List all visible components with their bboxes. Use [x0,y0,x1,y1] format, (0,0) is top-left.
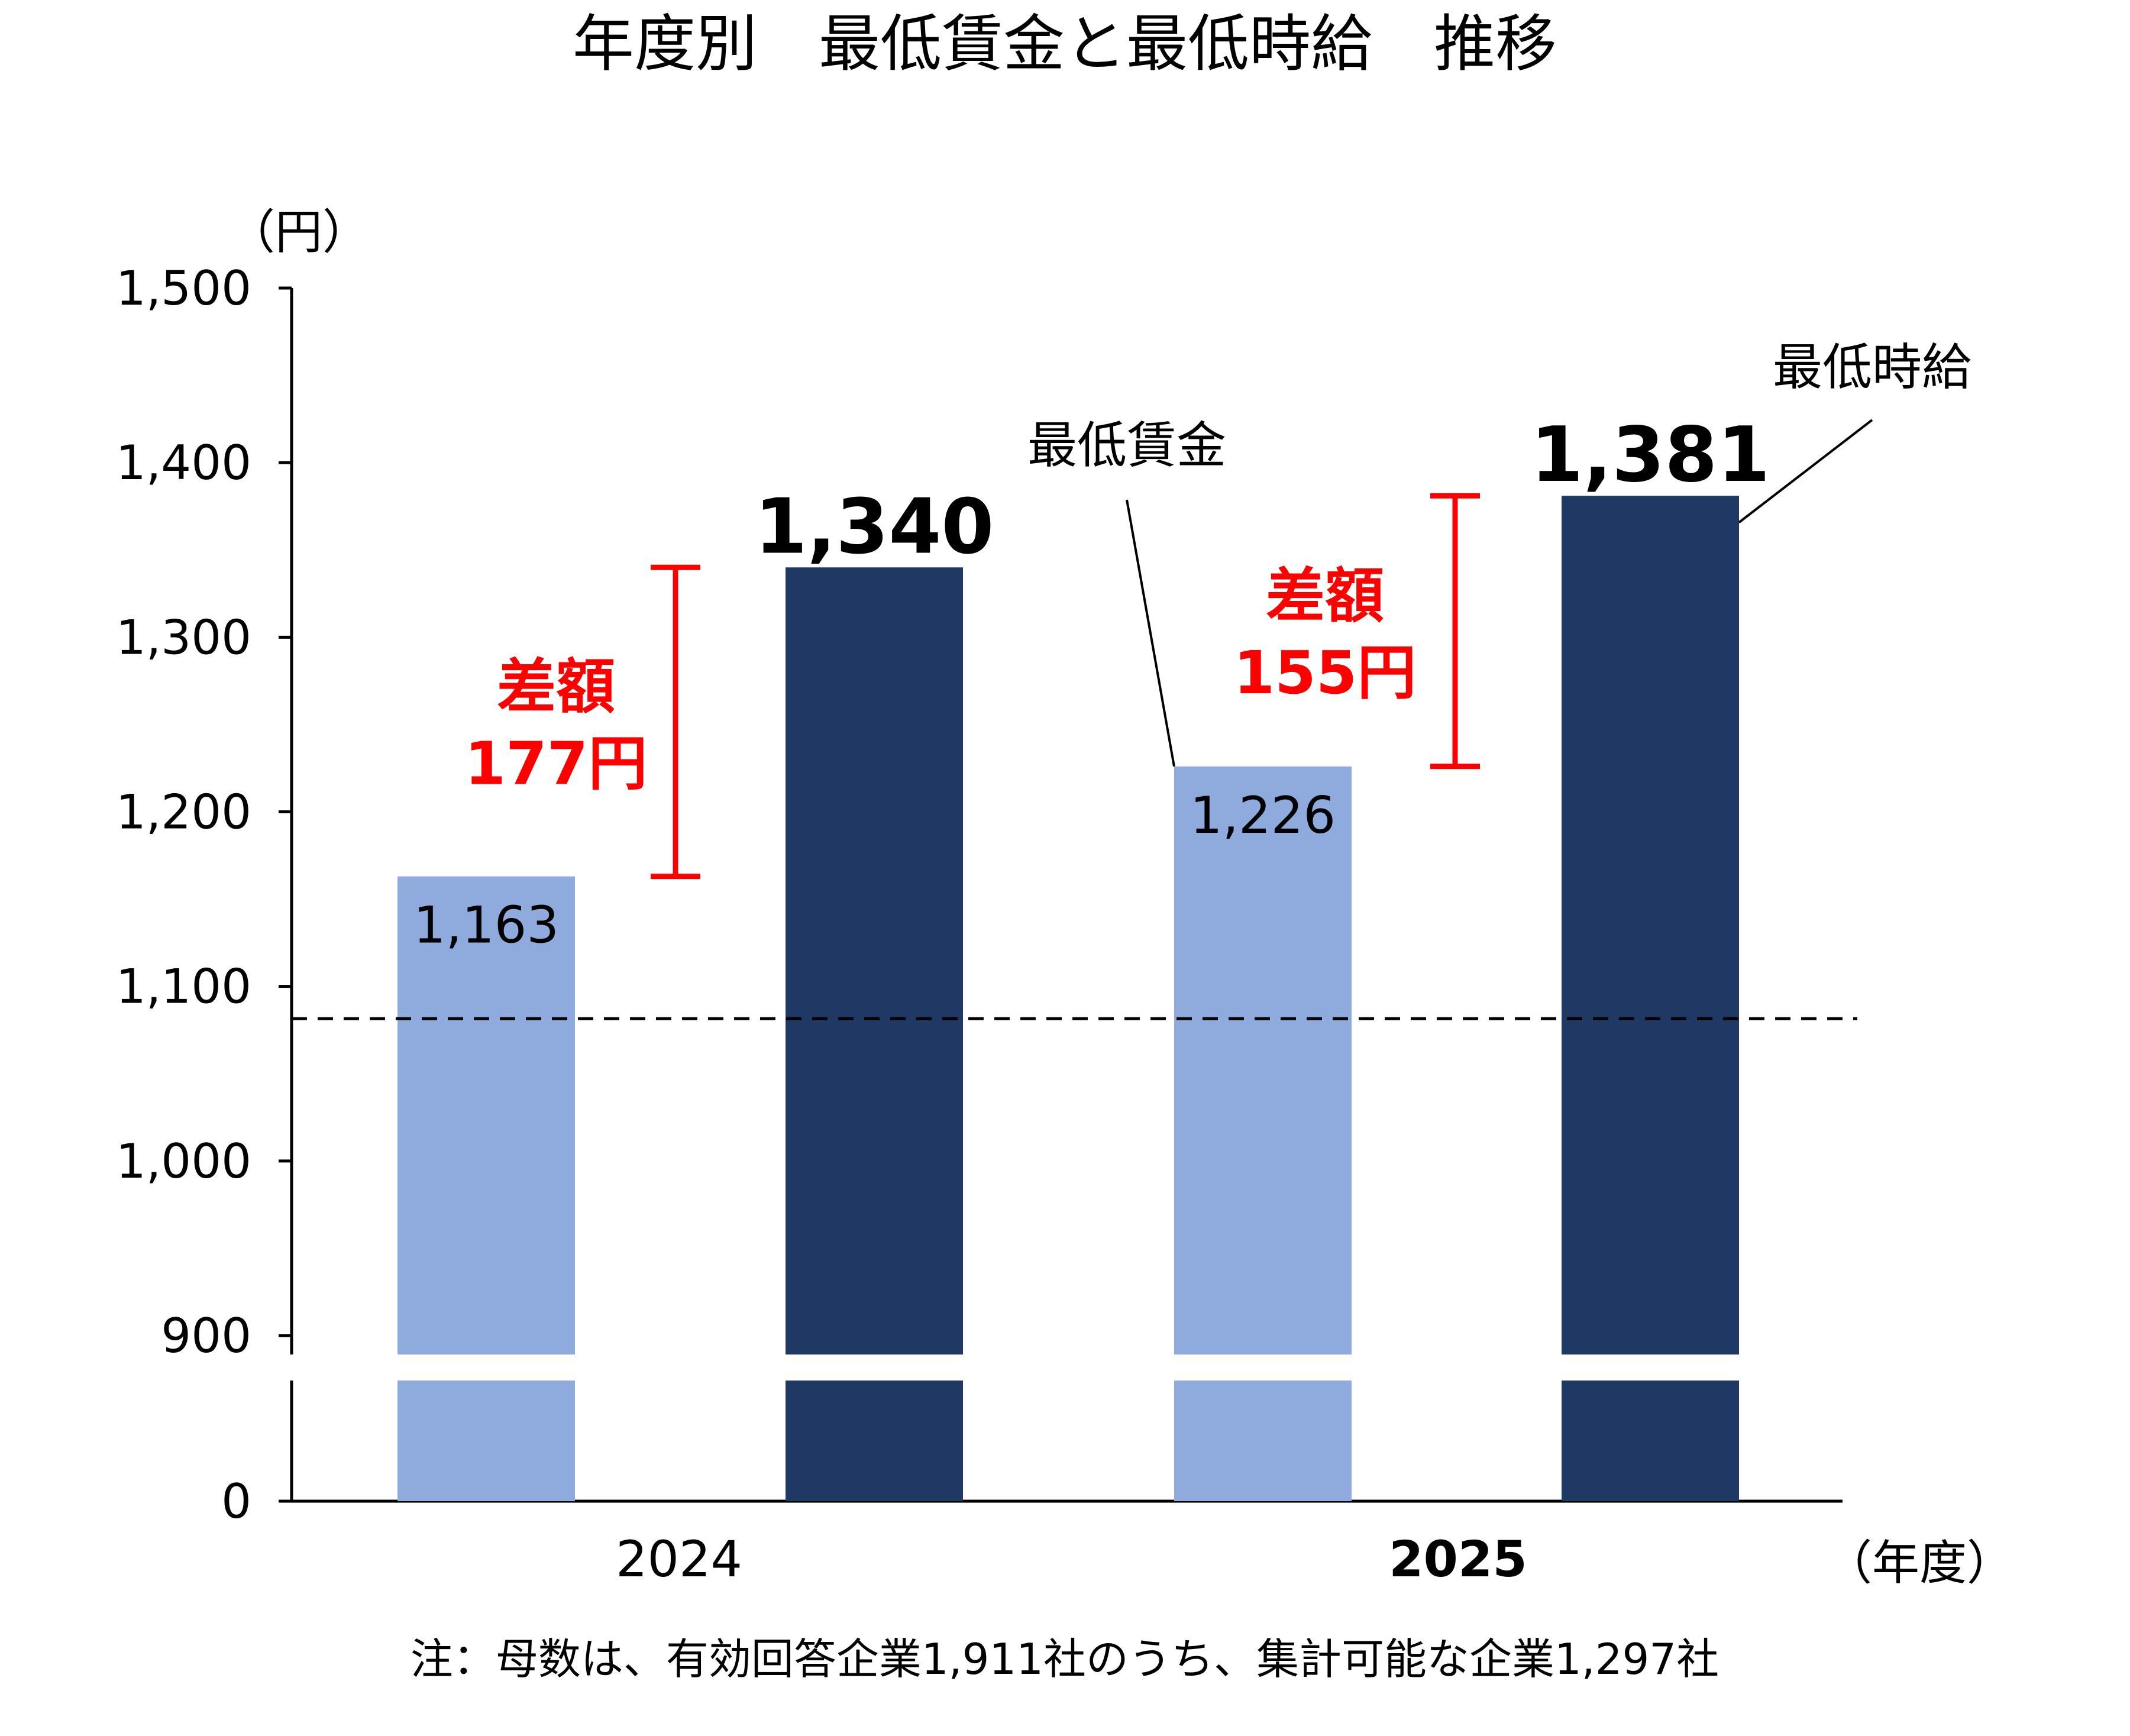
bar-base [786,1381,963,1501]
bar-base [1562,1381,1739,1501]
value-labels: 1,163 1,340 1,226 1,381 [413,411,1770,955]
bar [397,876,575,1354]
series-callout-leader [1126,499,1175,767]
bar-base [397,1381,575,1501]
series-callouts: 最低賃金 最低時給 [1027,338,1971,767]
bar-base [1174,1381,1352,1501]
x-tick-label: 2024 [616,1530,742,1588]
data-label: 1,381 [1531,411,1770,499]
series-callout-label: 最低賃金 [1027,416,1226,474]
difference-label: 差額 [497,652,615,721]
x-tick-label: 2025 [1389,1530,1527,1588]
difference-label: 差額 [1266,561,1384,631]
data-label: 1,163 [413,896,559,955]
difference-label: 177円 [465,729,648,798]
chart-title-group: 年度別 最低賃金と最低時給 推移 [573,8,1557,80]
bar [1562,496,1739,1355]
data-label: 1,226 [1190,786,1336,845]
y-tick-label: 1,300 [116,610,251,665]
difference-annotations: 差額 177円 差額 155円 [465,493,1480,880]
y-tick-label: 1,000 [116,1134,251,1189]
bar [786,567,963,1355]
y-tick-label: 1,500 [116,261,251,316]
y-tick-label: 0 [221,1474,251,1529]
y-tick-label: 900 [161,1308,251,1363]
chart-title: 年度別 最低賃金と最低時給 推移 [573,8,1557,80]
series-callout-leader [1738,419,1873,523]
data-label: 1,340 [755,483,994,571]
footnote: 注：母数は、有効回答企業1,911社のうち、集計可能な企業1,297社 [411,1634,1719,1684]
y-axis-unit: （円） [228,205,370,260]
x-axis-unit: （年度） [1825,1535,2014,1590]
series-callout-label: 最低時給 [1773,338,1971,396]
bar [1174,766,1352,1354]
difference-label: 155円 [1234,638,1417,707]
axes: 1,500 1,400 1,300 1,200 1,100 1,000 900 0 2024 20… [116,261,1843,1588]
bars [397,496,1739,1501]
y-tick-label: 1,100 [116,959,251,1014]
y-tick-label: 1,200 [116,785,251,840]
y-tick-label: 1,400 [116,435,251,490]
